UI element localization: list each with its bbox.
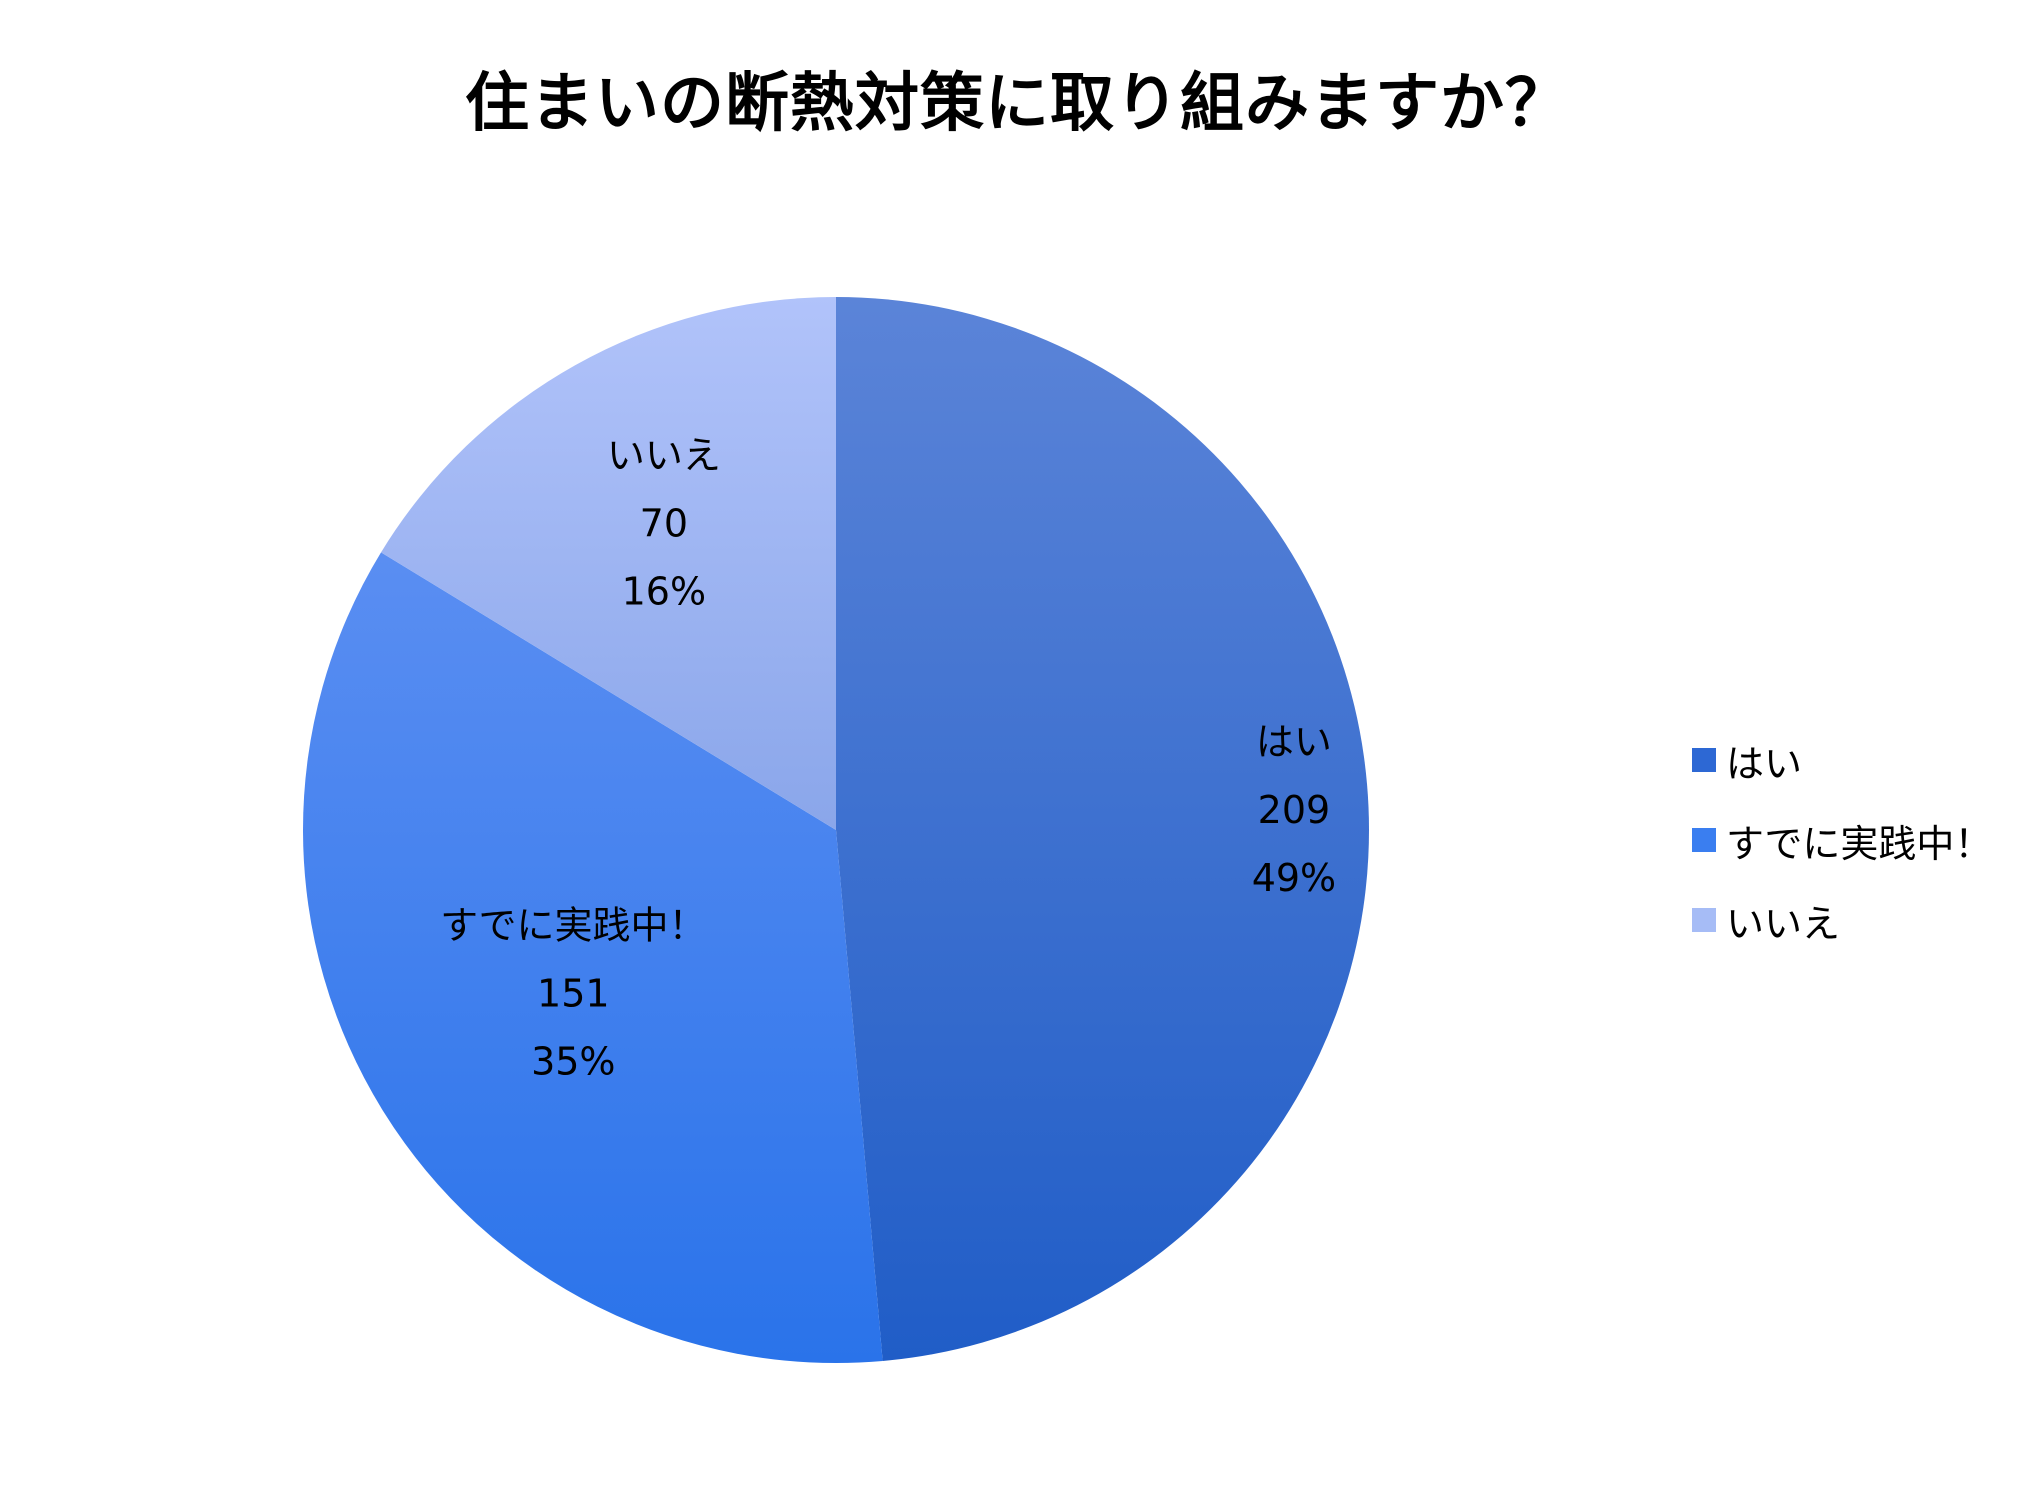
pie-slice-iie xyxy=(381,297,836,830)
data-label-value-iie: 70 xyxy=(640,502,688,546)
pie-slice-hai xyxy=(836,297,1370,1361)
pie-data-labels: はい 209 49% すでに実践中！ 151 35% いいえ 70 16% xyxy=(440,434,1336,1084)
legend-item-iie: いいえ xyxy=(1692,880,1992,960)
data-label-value-hai: 209 xyxy=(1258,788,1331,832)
data-label-value-already-doing: 151 xyxy=(537,971,610,1015)
legend-item-hai: はい xyxy=(1692,720,1992,800)
legend-swatch-hai xyxy=(1692,748,1716,772)
legend-swatch-already-doing xyxy=(1692,828,1716,852)
data-label-percent-already-doing: 35% xyxy=(531,1039,615,1083)
data-label-name-iie: いいえ xyxy=(607,434,721,478)
chart-title: 住まいの断熱対策に取り組みますか？ xyxy=(465,67,1570,141)
data-label-percent-hai: 49% xyxy=(1252,856,1336,900)
legend-swatch-iie xyxy=(1692,908,1716,932)
data-label-percent-iie: 16% xyxy=(622,570,706,614)
data-label-name-already-doing: すでに実践中！ xyxy=(440,903,706,947)
legend-label-hai: はい xyxy=(1726,741,1803,786)
legend-label-already-doing: すでに実践中！ xyxy=(1726,821,1993,866)
pie-slice-already-doing xyxy=(302,552,883,1363)
legend-item-already-doing: すでに実践中！ xyxy=(1692,800,1992,880)
legend-label-iie: いいえ xyxy=(1726,901,1841,946)
data-label-name-hai: はい xyxy=(1256,720,1332,764)
legend: はい すでに実践中！ いいえ xyxy=(1692,720,1992,960)
pie-slices xyxy=(302,297,1370,1363)
